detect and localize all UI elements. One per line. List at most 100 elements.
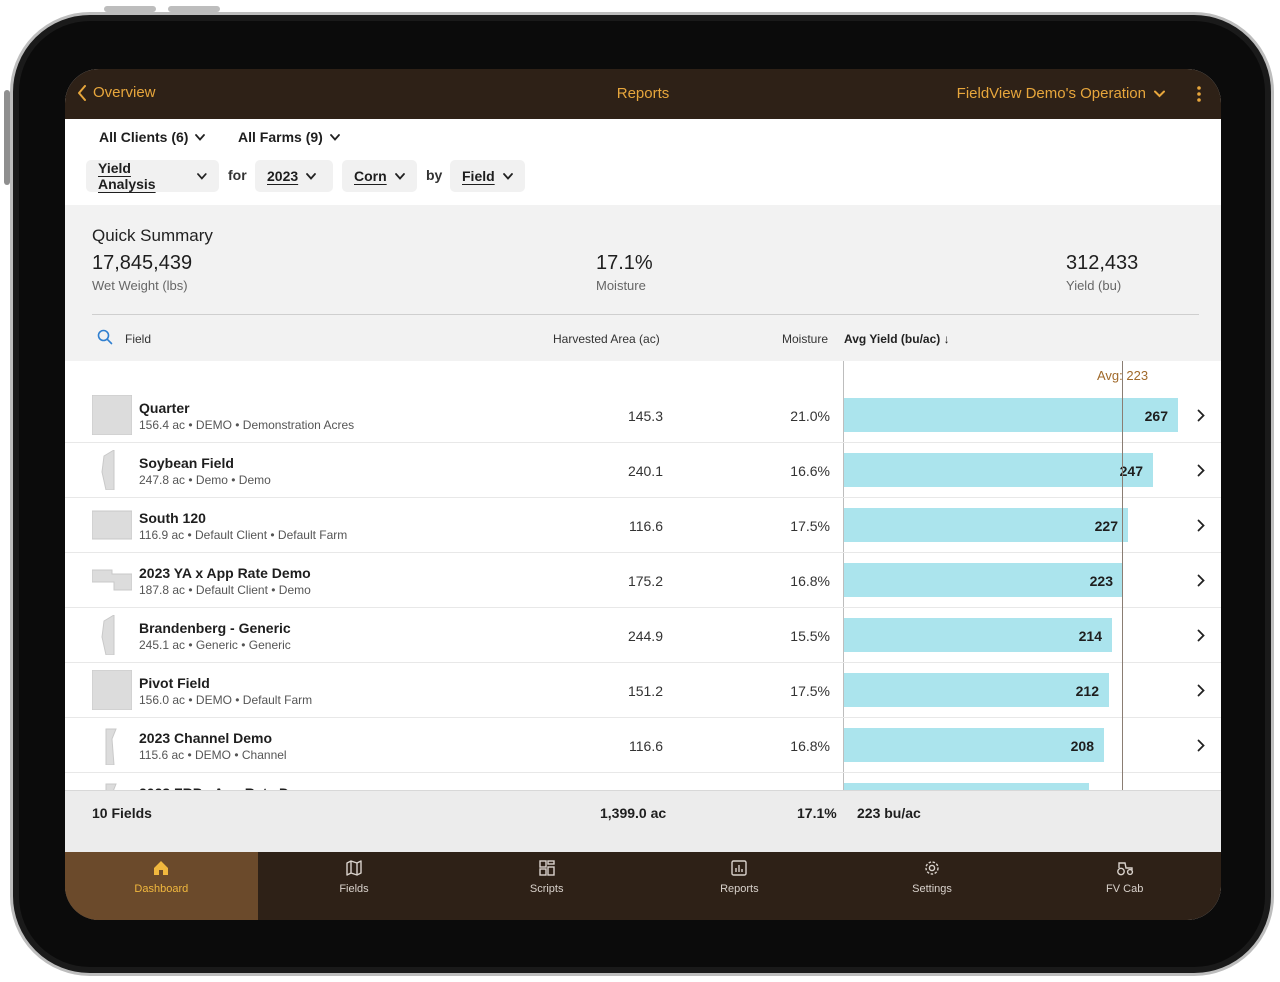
table-row[interactable]: 2023 Channel Demo 115.6 ac • DEMO • Chann… — [65, 718, 1221, 773]
device-button-top-1 — [104, 6, 156, 12]
wet-weight-metric: 17,845,439 Wet Weight (lbs) — [92, 252, 192, 293]
home-icon — [154, 861, 169, 875]
grid-icon — [538, 860, 555, 876]
field-meta: 156.0 ac • DEMO • Default Farm — [139, 693, 313, 707]
table-row[interactable]: 2023 YA x App Rate Demo 187.8 ac • Defaul… — [65, 553, 1221, 608]
table-row[interactable]: 2023 FRP - App Rate Demo — [65, 773, 1221, 790]
tab-label: Fields — [339, 883, 369, 895]
yield-bar-value: 227 — [1094, 518, 1118, 534]
field-meta: 156.4 ac • DEMO • Demonstration Acres — [139, 418, 355, 432]
yield-bar — [844, 618, 1112, 652]
yield-bar — [844, 563, 1123, 597]
tab-scripts[interactable]: Scripts — [450, 852, 643, 920]
chevron-down-icon — [197, 172, 207, 180]
tab-label: Scripts — [529, 883, 564, 895]
total-area: 1,399.0 ac — [600, 805, 667, 821]
chevron-right-icon — [1197, 739, 1205, 752]
table-row[interactable]: Pivot Field 156.0 ac • DEMO • Default Far… — [65, 663, 1221, 718]
chevron-right-icon — [1197, 684, 1205, 697]
chevron-down-icon — [394, 172, 405, 180]
yield-bar-value: 247 — [1119, 463, 1143, 479]
back-button[interactable]: Overview — [77, 84, 156, 101]
device-button-side — [4, 90, 10, 185]
moisture-value: 16.6% — [790, 463, 830, 479]
field-name: Pivot Field — [139, 675, 210, 691]
crop-selector[interactable]: Corn — [342, 160, 417, 192]
field-name: Brandenberg - Generic — [139, 620, 291, 636]
field-name: 2023 YA x App Rate Demo — [139, 565, 311, 581]
group-by-selector[interactable]: Field — [450, 160, 525, 192]
average-line — [1122, 361, 1123, 388]
field-boundary-thumbnail — [92, 670, 132, 710]
chevron-down-icon — [306, 172, 317, 180]
tractor-icon — [1116, 862, 1133, 876]
chevron-right-icon — [1197, 464, 1205, 477]
tab-settings[interactable]: Settings — [836, 852, 1029, 920]
field-boundary-thumbnail — [92, 569, 132, 591]
tab-fields[interactable]: Fields — [258, 852, 451, 920]
field-list: Quarter 156.4 ac • DEMO • Demonstration A… — [65, 388, 1221, 790]
year-label: 2023 — [267, 168, 299, 184]
tab-label: Settings — [912, 883, 952, 895]
summary-heading: Quick Summary — [92, 226, 213, 245]
report-type-selector[interactable]: Yield Analysis — [86, 160, 219, 192]
yield-value: 312,433 — [1066, 252, 1139, 274]
tab-bar: Dashboard Fields Scripts Reports Settings FV … — [65, 852, 1221, 920]
bar-axis-line — [843, 361, 844, 388]
filter-bar: All Clients (6) All Farms (9) Yield Anal… — [65, 119, 1221, 205]
field-boundary-thumbnail — [105, 783, 117, 790]
tab-dashboard[interactable]: Dashboard — [65, 852, 258, 920]
chevron-down-icon — [195, 133, 206, 141]
for-label: for — [228, 167, 247, 183]
navigation-bar: Overview Reports FieldView Demo's Operat… — [65, 69, 1221, 119]
table-row[interactable]: South 120 116.9 ac • Default Client • Def… — [65, 498, 1221, 553]
moisture-label: Moisture — [596, 278, 646, 293]
yield-bar-value: 267 — [1144, 408, 1168, 424]
clients-filter[interactable]: All Clients (6) — [99, 129, 206, 145]
chevron-right-icon — [1197, 409, 1205, 422]
tab-reports[interactable]: Reports — [643, 852, 836, 920]
app-screen: Overview Reports FieldView Demo's Operat… — [65, 69, 1221, 920]
gear-icon — [925, 861, 939, 875]
table-row[interactable]: Quarter 156.4 ac • DEMO • Demonstration A… — [65, 388, 1221, 443]
chevron-down-icon — [502, 172, 513, 180]
moisture-value: 15.5% — [790, 628, 830, 644]
area-column-header[interactable]: Harvested Area (ac) — [553, 332, 660, 346]
yield-bar-value: 223 — [1089, 573, 1113, 589]
summary-divider — [92, 314, 1199, 315]
more-options-icon[interactable] — [1193, 85, 1205, 103]
yield-bar — [844, 783, 1089, 790]
yield-bar — [844, 398, 1178, 432]
search-icon[interactable] — [97, 329, 113, 345]
farms-filter[interactable]: All Farms (9) — [238, 129, 340, 145]
yield-label: Yield (bu) — [1066, 278, 1122, 293]
tab-label: Dashboard — [134, 883, 189, 895]
tab-fv-cab[interactable]: FV Cab — [1028, 852, 1221, 920]
harvested-area: 244.9 — [627, 628, 663, 644]
field-meta: 116.9 ac • Default Client • Default Farm — [139, 528, 348, 542]
harvested-area: 240.1 — [627, 463, 663, 479]
field-meta: 187.8 ac • Default Client • Demo — [139, 583, 311, 597]
yield-metric: 312,433 Yield (bu) — [1066, 252, 1138, 293]
yield-bar-value: 208 — [1070, 738, 1094, 754]
total-fields: 10 Fields — [92, 805, 152, 821]
avg-yield-column-header[interactable]: Avg Yield (bu/ac) ↓ — [844, 332, 950, 346]
harvested-area: 145.3 — [627, 408, 663, 424]
year-selector[interactable]: 2023 — [255, 160, 333, 192]
field-column-header[interactable]: Field — [125, 332, 152, 346]
operation-selector[interactable]: FieldView Demo's Operation — [957, 85, 1165, 102]
moisture-metric: 17.1% Moisture — [596, 252, 653, 293]
table-row[interactable]: Soybean Field 247.8 ac • Demo • Demo 240.1… — [65, 443, 1221, 498]
farms-filter-label: All Farms (9) — [238, 129, 323, 145]
field-boundary-thumbnail — [92, 395, 132, 435]
harvested-area: 116.6 — [629, 738, 663, 754]
yield-bar — [844, 508, 1128, 542]
page-title: Reports — [616, 85, 670, 102]
report-type-label: Yield Analysis — [98, 160, 156, 192]
table-row[interactable]: Brandenberg - Generic 245.1 ac • Generic … — [65, 608, 1221, 663]
chevron-right-icon — [1197, 574, 1205, 587]
moisture-column-header[interactable]: Moisture — [782, 332, 829, 346]
field-boundary-thumbnail — [101, 615, 115, 655]
map-icon — [346, 860, 362, 876]
wet-weight-value: 17,845,439 — [92, 252, 193, 274]
